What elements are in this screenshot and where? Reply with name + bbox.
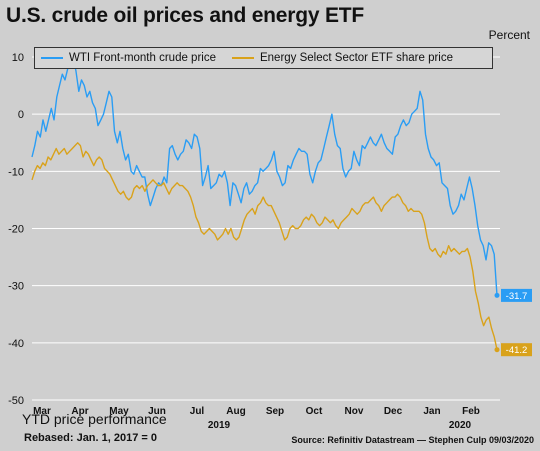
unit-label: Percent — [488, 28, 530, 42]
x-tick-label: Sep — [266, 406, 284, 417]
end-marker — [494, 292, 500, 298]
y-tick-label: -20 — [8, 224, 24, 236]
y-tick-label: 0 — [18, 109, 24, 121]
x-tick-label: May — [109, 406, 129, 417]
end-value-label: -31.7 — [506, 291, 528, 302]
legend: WTI Front-month crude price Energy Selec… — [34, 47, 493, 69]
legend-item-wti: WTI Front-month crude price — [41, 52, 216, 64]
legend-swatch-etf — [231, 57, 254, 59]
y-tick-label: -50 — [8, 395, 24, 407]
y-tick-label: -10 — [8, 166, 24, 178]
end-value-badge — [501, 343, 532, 357]
x-year-label: 2019 — [208, 420, 231, 431]
footer-rebase: Rebased: Jan. 1, 2017 = 0 — [24, 432, 157, 444]
legend-label-wti: WTI Front-month crude price — [69, 52, 216, 64]
x-tick-label: Dec — [384, 406, 403, 417]
x-tick-label: Feb — [462, 406, 480, 417]
x-year-label: 2020 — [449, 420, 472, 431]
gridlines — [32, 56, 500, 401]
legend-swatch-wti — [41, 57, 63, 59]
x-tick-label: Aug — [226, 406, 245, 417]
x-tick-label: Jun — [148, 406, 166, 417]
x-tick-label: Mar — [33, 406, 51, 417]
end-labels: -31.7 -41.2 — [494, 288, 532, 357]
series-lines — [31, 56, 498, 350]
y-tick-label: 10 — [12, 52, 24, 64]
end-value-badge — [501, 288, 532, 302]
end-value-label: -41.2 — [506, 345, 528, 356]
x-tick-label: Nov — [345, 406, 364, 417]
x-tick-label: Jul — [190, 406, 205, 417]
x-tick-label: Jan — [423, 406, 440, 417]
chart-title: U.S. crude oil prices and energy ETF — [6, 4, 365, 27]
x-tick-label: Apr — [71, 406, 88, 417]
footer-caption: YTD price performance — [22, 411, 167, 427]
axis-ticks: 10 0 -10 -20 -30 -40 -50 Mar Apr May Jun Jul Aug Sep O… — [8, 52, 480, 431]
series-line-wti — [31, 56, 498, 296]
legend-item-etf: Energy Select Sector ETF share price — [231, 52, 454, 64]
y-tick-label: -30 — [8, 281, 24, 293]
legend-label-etf: Energy Select Sector ETF share price — [259, 52, 454, 64]
x-tick-label: Oct — [306, 406, 323, 417]
footer-source: Source: Refinitiv Datastream — Stephen C… — [291, 435, 534, 445]
end-marker — [494, 347, 500, 353]
y-tick-label: -40 — [8, 338, 24, 350]
series-line-etf — [31, 142, 498, 350]
